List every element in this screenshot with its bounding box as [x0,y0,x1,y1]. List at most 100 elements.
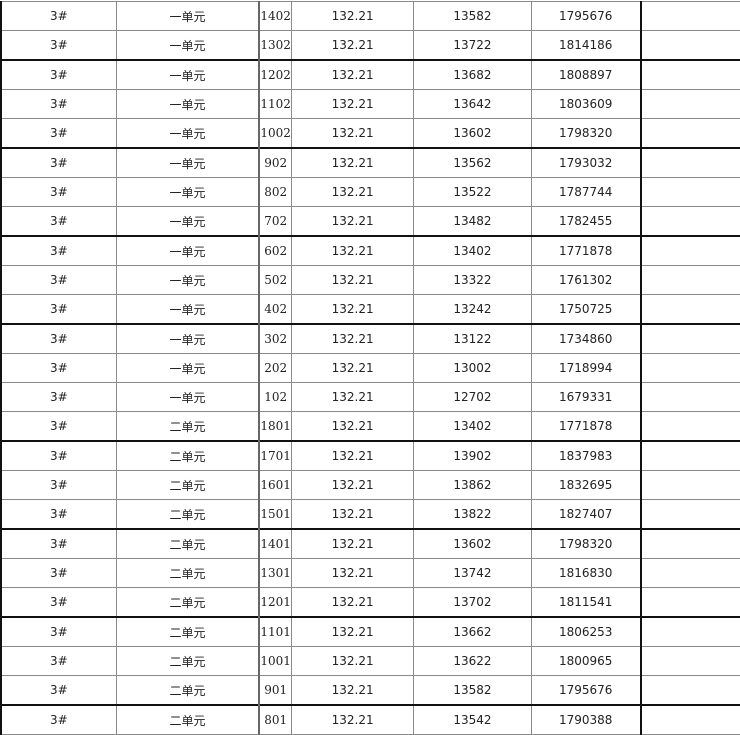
total-price-cell: 1798320 [530,118,642,149]
table-row: 3# 二单元 1501 132.21 13822 1827407 [0,499,740,530]
total-price-cell: 1827407 [530,499,642,530]
unit-cell: 一单元 [115,206,260,237]
room-cell: 502 [258,265,292,295]
unit-cell: 二单元 [115,558,260,588]
room-cell: 901 [258,675,292,706]
unit-price-cell: 13562 [413,147,532,178]
total-price-cell: 1816830 [530,558,642,588]
total-price-cell: 1837983 [530,440,642,471]
unit-cell: 一单元 [115,59,260,90]
unit-cell: 二单元 [115,440,260,471]
room-cell: 402 [258,294,292,325]
building-cell: 3# [0,147,117,178]
table-row: 3# 二单元 901 132.21 13582 1795676 [0,675,740,706]
remark-cell [639,118,740,149]
area-cell: 132.21 [290,675,415,706]
unit-cell: 一单元 [115,353,260,383]
unit-cell: 一单元 [115,177,260,207]
remark-cell [639,470,740,500]
total-price-cell: 1798320 [530,528,642,559]
building-cell: 3# [0,59,117,90]
table-row: 3# 一单元 302 132.21 13122 1734860 [0,323,740,354]
remark-cell [639,587,740,618]
unit-cell: 一单元 [115,147,260,178]
table-row: 3# 一单元 1002 132.21 13602 1798320 [0,118,740,149]
area-cell: 132.21 [290,440,415,471]
room-cell: 1701 [258,440,292,471]
unit-price-cell: 13622 [413,646,532,676]
room-cell: 1401 [258,528,292,559]
building-cell: 3# [0,616,117,647]
unit-cell: 二单元 [115,646,260,676]
building-cell: 3# [0,411,117,442]
remark-cell [639,558,740,588]
remark-cell [639,30,740,61]
building-cell: 3# [0,294,117,325]
area-cell: 132.21 [290,528,415,559]
table-row: 3# 二单元 1701 132.21 13902 1837983 [0,440,740,471]
table-row: 3# 一单元 502 132.21 13322 1761302 [0,265,740,295]
total-price-cell: 1782455 [530,206,642,237]
room-cell: 1201 [258,587,292,618]
unit-cell: 一单元 [115,118,260,149]
room-cell: 801 [258,704,292,735]
building-cell: 3# [0,528,117,559]
room-cell: 802 [258,177,292,207]
building-cell: 3# [0,235,117,266]
total-price-cell: 1806253 [530,616,642,647]
table-row: 3# 一单元 402 132.21 13242 1750725 [0,294,740,325]
building-cell: 3# [0,499,117,530]
table-row: 3# 二单元 1301 132.21 13742 1816830 [0,558,740,588]
building-cell: 3# [0,587,117,618]
table-row: 3# 一单元 602 132.21 13402 1771878 [0,235,740,266]
unit-cell: 二单元 [115,470,260,500]
table-row: 3# 一单元 102 132.21 12702 1679331 [0,382,740,412]
remark-cell [639,1,740,31]
area-cell: 132.21 [290,411,415,442]
unit-cell: 二单元 [115,411,260,442]
table-row: 3# 二单元 1601 132.21 13862 1832695 [0,470,740,500]
unit-price-cell: 13122 [413,323,532,354]
unit-price-cell: 13862 [413,470,532,500]
total-price-cell: 1718994 [530,353,642,383]
building-cell: 3# [0,30,117,61]
unit-price-cell: 13902 [413,440,532,471]
room-cell: 1601 [258,470,292,500]
unit-price-cell: 13582 [413,675,532,706]
unit-cell: 一单元 [115,323,260,354]
remark-cell [639,89,740,119]
remark-cell [639,704,740,735]
room-cell: 202 [258,353,292,383]
unit-cell: 二单元 [115,528,260,559]
area-cell: 132.21 [290,616,415,647]
table-row: 3# 一单元 802 132.21 13522 1787744 [0,177,740,207]
building-cell: 3# [0,646,117,676]
unit-price-cell: 13402 [413,411,532,442]
remark-cell [639,499,740,530]
total-price-cell: 1803609 [530,89,642,119]
remark-cell [639,206,740,237]
area-cell: 132.21 [290,235,415,266]
unit-price-cell: 13582 [413,1,532,31]
unit-price-cell: 13682 [413,59,532,90]
unit-cell: 一单元 [115,382,260,412]
building-cell: 3# [0,704,117,735]
area-cell: 132.21 [290,265,415,295]
room-cell: 1102 [258,89,292,119]
building-cell: 3# [0,382,117,412]
building-cell: 3# [0,323,117,354]
room-cell: 1301 [258,558,292,588]
total-price-cell: 1761302 [530,265,642,295]
unit-price-cell: 13402 [413,235,532,266]
total-price-cell: 1811541 [530,587,642,618]
table-row: 3# 二单元 1801 132.21 13402 1771878 [0,411,740,442]
table-row: 3# 二单元 1101 132.21 13662 1806253 [0,616,740,647]
unit-price-cell: 13002 [413,353,532,383]
area-cell: 132.21 [290,30,415,61]
remark-cell [639,616,740,647]
remark-cell [639,235,740,266]
unit-price-cell: 13742 [413,558,532,588]
building-cell: 3# [0,206,117,237]
room-cell: 602 [258,235,292,266]
